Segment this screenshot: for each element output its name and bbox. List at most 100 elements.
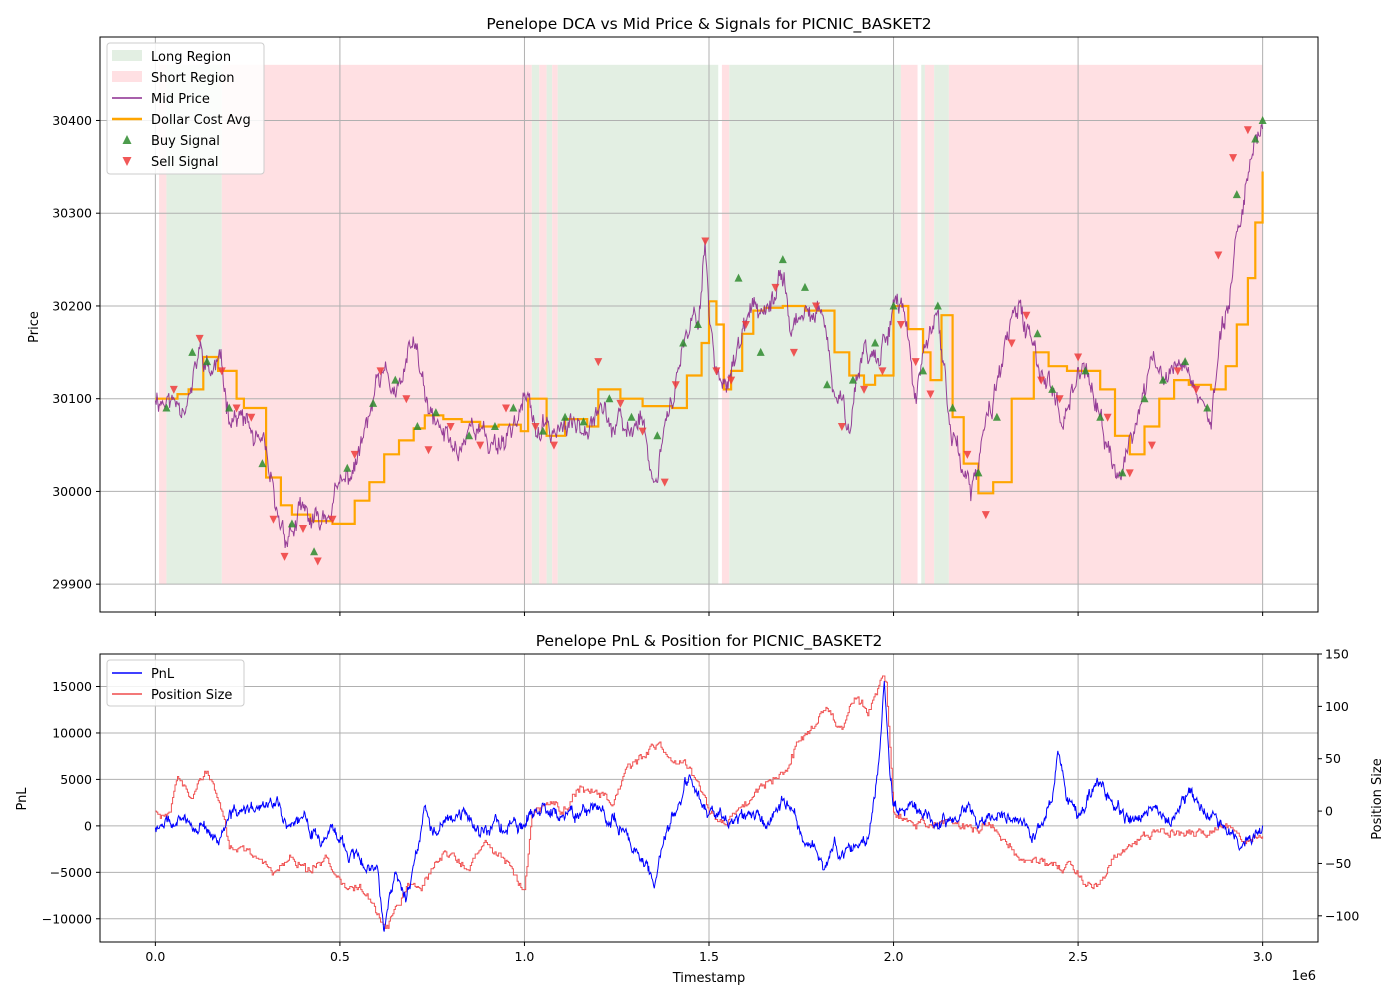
sell-signal-marker: [232, 404, 241, 413]
sell-signal-marker: [1007, 339, 1016, 348]
x-axis-label: Timestamp: [672, 971, 746, 986]
pnl-y-tick-label-1: −5000: [50, 865, 92, 880]
buy-signal-marker: [1048, 384, 1057, 393]
buy-signal-marker: [756, 347, 765, 356]
sell-signal-marker: [313, 557, 322, 566]
x-tick-label-5: 2.5: [1068, 949, 1088, 964]
buy-signal-marker: [1158, 375, 1167, 384]
x-axis-offset-label: 1e6: [1291, 969, 1316, 984]
buy-signal-marker: [871, 338, 880, 347]
position-y-tick-label-2: 0: [1325, 804, 1333, 819]
pnl-panel: Penelope PnL & Position for PICNIC_BASKE…: [15, 632, 1385, 986]
sell-signal-marker: [727, 376, 736, 385]
sell-signal-marker: [660, 478, 669, 487]
sell-signal-marker: [269, 515, 278, 524]
legend-mid-price-label: Mid Price: [151, 92, 210, 107]
sell-signal-marker: [1074, 353, 1083, 362]
legend-position-label: Position Size: [151, 688, 232, 703]
x-tick-label-1: 0.5: [330, 949, 350, 964]
buy-signal-marker: [823, 380, 832, 389]
sell-signal-marker: [299, 525, 307, 534]
sell-signal-marker: [1103, 413, 1112, 422]
sell-signal-marker: [712, 367, 721, 376]
legend-sell-label: Sell Signal: [151, 155, 219, 170]
sell-signal-marker: [446, 423, 455, 432]
buy-signal-marker: [1140, 394, 1149, 403]
price-y-tick-label-5: 30400: [52, 113, 92, 128]
short-region-14: [948, 64, 1263, 585]
buy-signal-series: [162, 115, 1267, 556]
buy-signal-marker: [653, 431, 662, 440]
buy-signal-marker: [579, 417, 588, 426]
sell-signal-marker: [247, 413, 256, 422]
buy-signal-marker: [679, 338, 688, 347]
buy-signal-marker: [948, 403, 957, 412]
pnl-chart-title: Penelope PnL & Position for PICNIC_BASKE…: [536, 632, 883, 651]
buy-signal-marker: [1181, 357, 1190, 366]
buy-signal-marker: [693, 320, 702, 328]
price-legend: Long Region Short Region Mid Price Dolla…: [106, 42, 265, 175]
sell-signal-marker: [1037, 376, 1046, 385]
short-region-0: [159, 64, 167, 585]
x-tick-label-4: 2.0: [884, 949, 904, 964]
position-regions: [159, 64, 1263, 585]
buy-signal-marker: [605, 394, 614, 403]
sell-signal-marker: [476, 441, 485, 450]
legend-pnl-label: PnL: [151, 667, 175, 682]
pnl-y-tick-label-0: −10000: [42, 911, 92, 926]
sell-signal-marker: [671, 381, 680, 390]
sell-signal-marker: [638, 427, 647, 436]
short-region-4: [539, 64, 547, 585]
sell-signal-marker: [195, 334, 204, 343]
sell-signal-marker: [424, 446, 433, 455]
buy-signal-marker: [203, 357, 212, 366]
price-y-tick-label-0: 29900: [52, 577, 92, 592]
pnl-y-tick-label-4: 10000: [52, 725, 92, 740]
buy-signal-marker: [343, 463, 352, 472]
buy-signal-marker: [1081, 366, 1090, 375]
sell-signal-marker: [812, 302, 821, 311]
pnl-y-axis-label: PnL: [15, 787, 30, 811]
pnl-y-tick-label-2: 0: [84, 818, 92, 833]
sell-signal-marker: [1125, 469, 1134, 478]
sell-signal-marker: [701, 237, 710, 246]
long-region-11: [921, 64, 925, 585]
short-region-6: [552, 64, 558, 585]
buy-signal-marker: [162, 403, 171, 412]
position-y-tick-label-1: −50: [1325, 856, 1351, 871]
short-region-12: [924, 64, 935, 585]
position-y-tick-label-3: 50: [1325, 751, 1341, 766]
sell-signal-marker: [502, 404, 510, 413]
sell-signal-marker: [926, 390, 935, 399]
legend-buy-marker: [122, 135, 132, 144]
price-y-tick-label-4: 30300: [52, 206, 92, 221]
x-tick-label-0: 0.0: [145, 949, 165, 964]
pnl-grid: [100, 654, 1318, 942]
buy-signal-marker: [1203, 403, 1212, 412]
sell-signal-marker: [169, 385, 178, 394]
price-y-tick-label-3: 30200: [52, 298, 92, 313]
mid-price-line: [154, 123, 1264, 549]
buy-signal-marker: [258, 459, 267, 468]
long-region-9: [729, 64, 901, 585]
buy-signal-marker: [889, 301, 898, 310]
long-region-7: [557, 64, 719, 585]
buy-signal-marker: [431, 408, 440, 417]
sell-signal-marker: [1243, 126, 1252, 135]
sell-signal-marker: [280, 552, 289, 561]
sell-signal-marker: [549, 441, 558, 450]
buy-signal-marker: [188, 347, 197, 356]
position-size-series: [155, 675, 1264, 929]
price-y-axis-label: Price: [27, 311, 42, 343]
sell-signal-marker: [376, 367, 385, 376]
buy-signal-marker: [778, 255, 787, 264]
pnl-y-tick-label-5: 15000: [52, 679, 92, 694]
sell-signal-marker: [1192, 385, 1201, 394]
pnl-series: [154, 681, 1264, 932]
buy-signal-marker: [465, 431, 474, 440]
buy-signal-marker: [225, 403, 234, 412]
mid-price-series: [154, 123, 1264, 549]
buy-signal-marker: [1118, 468, 1127, 477]
